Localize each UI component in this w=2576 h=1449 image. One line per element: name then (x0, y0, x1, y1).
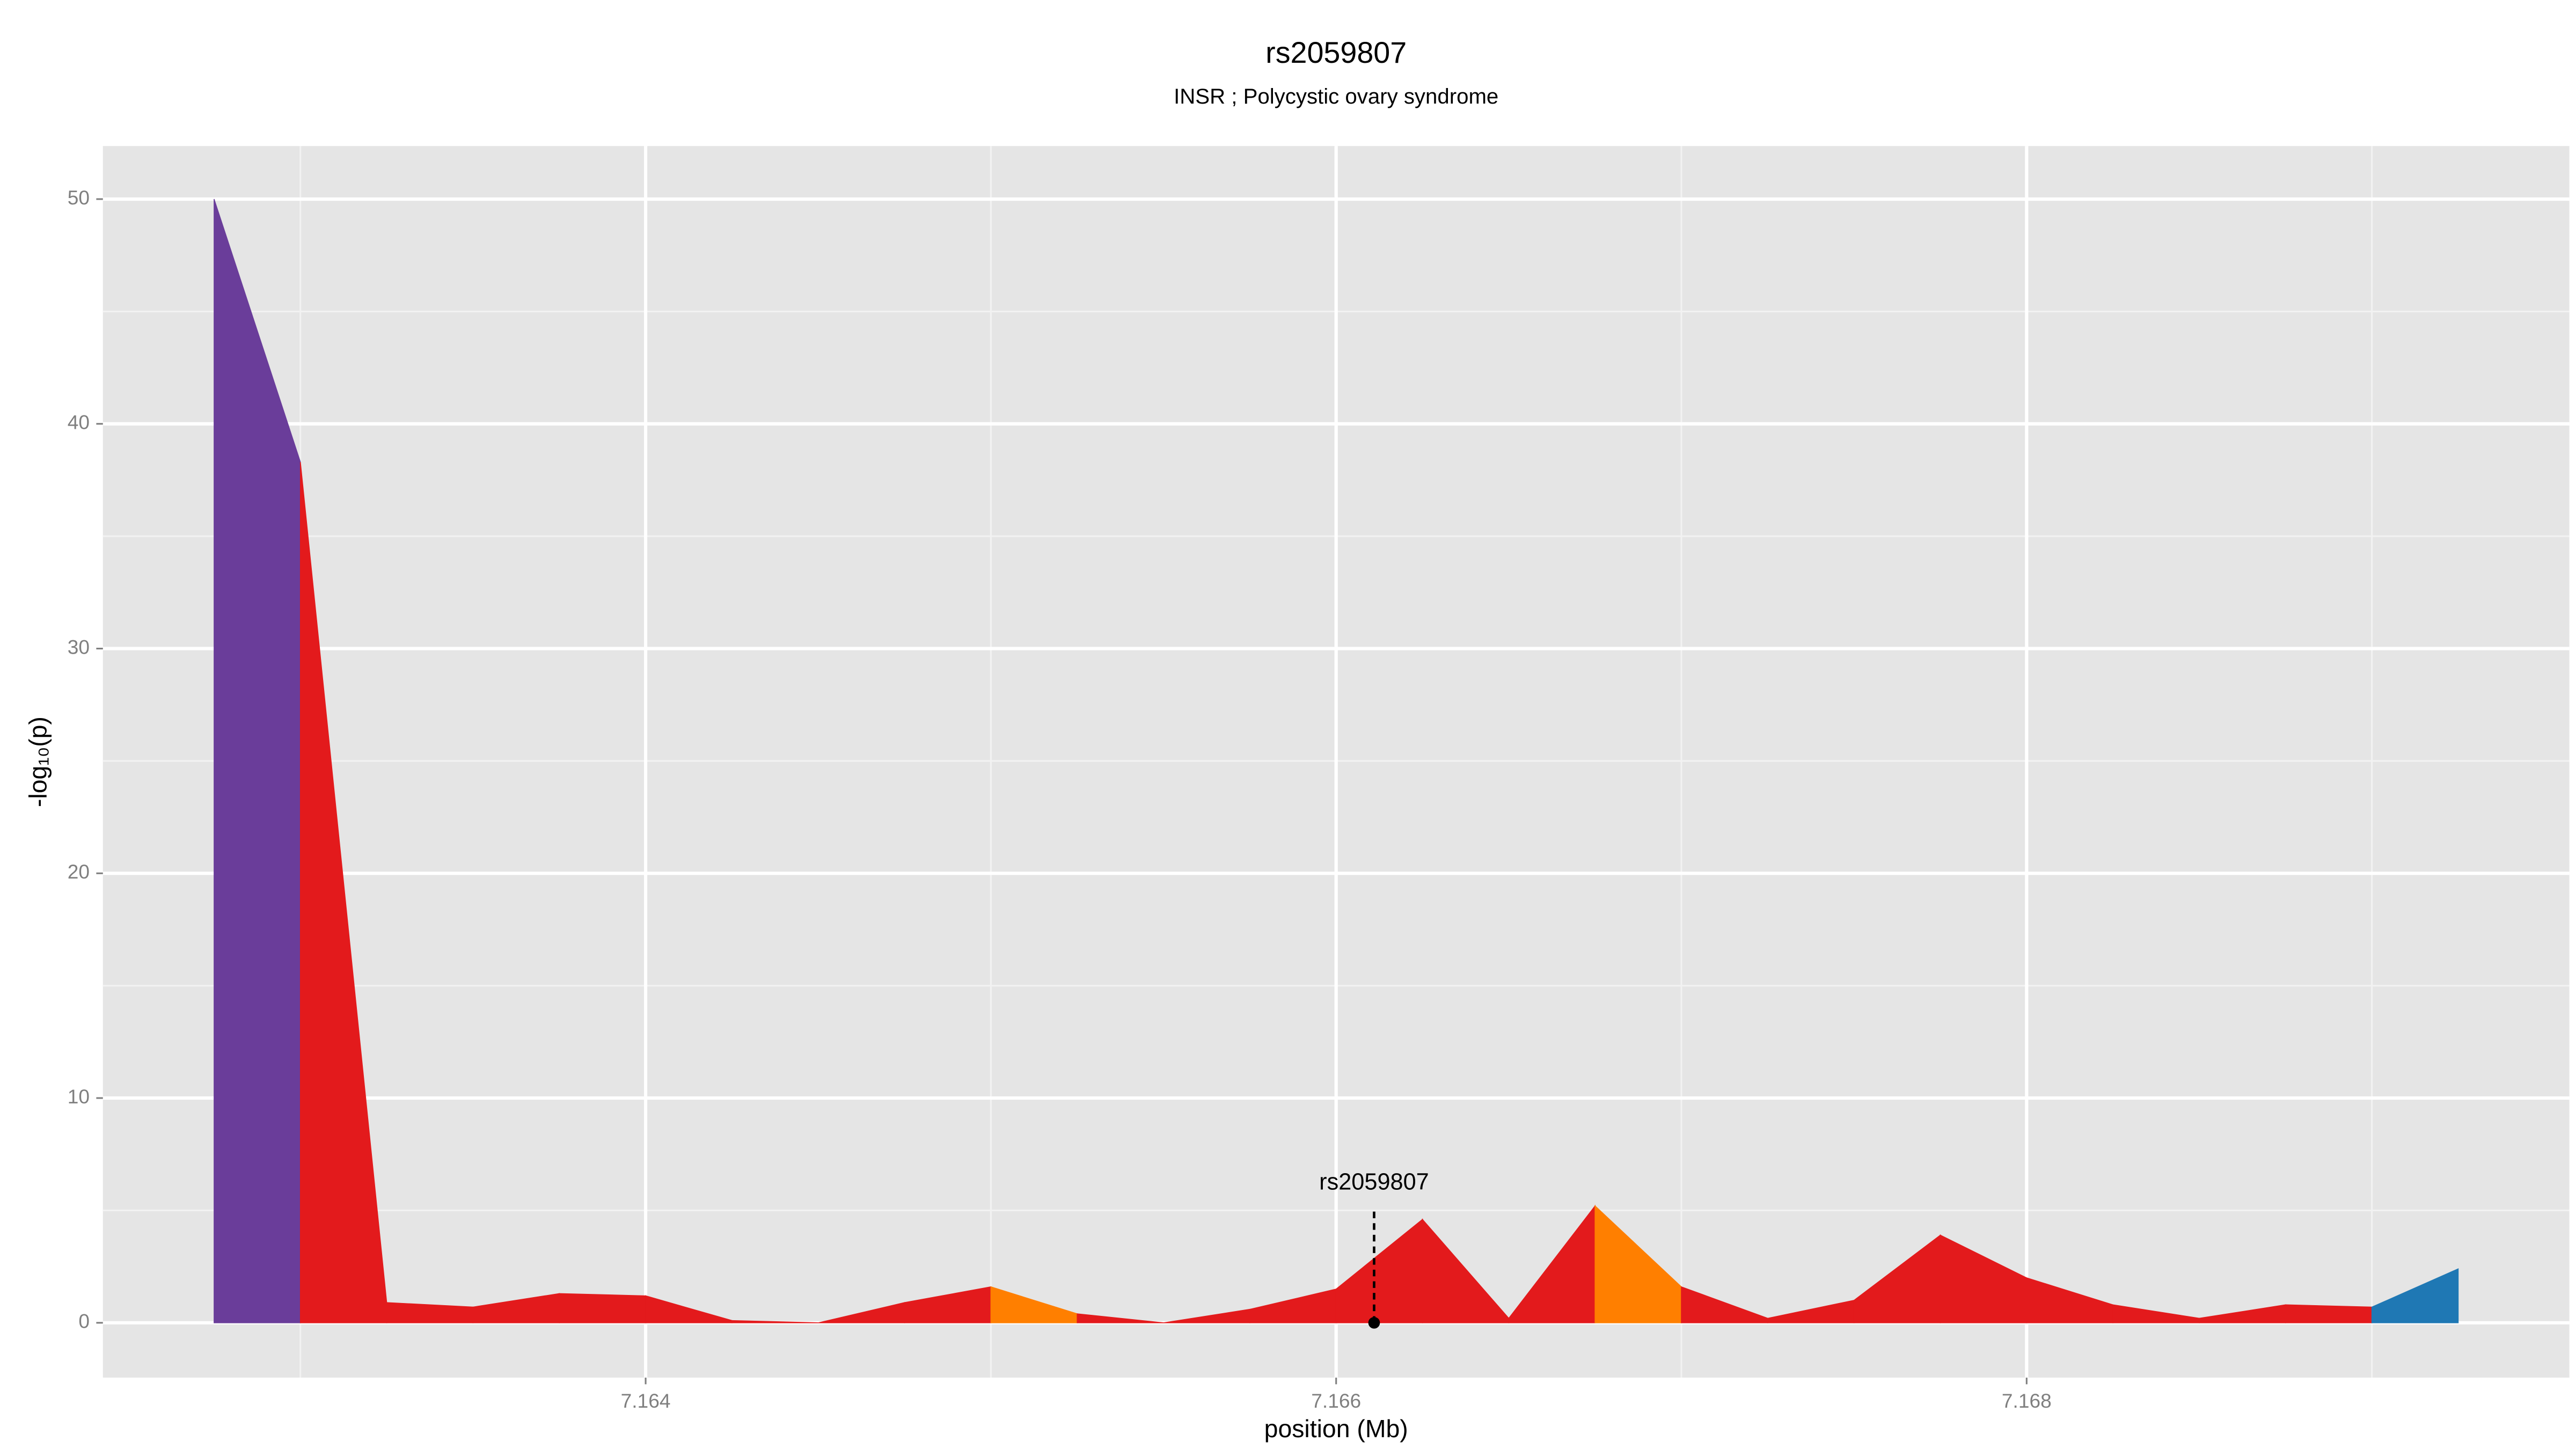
area-segment (2371, 1268, 2459, 1323)
area-segment (2285, 1304, 2373, 1323)
area-segment (559, 1293, 646, 1323)
area-segment (731, 1320, 818, 1323)
y-tick-label: 30 (68, 635, 90, 658)
chart-subtitle: INSR ; Polycystic ovary syndrome (1174, 84, 1498, 108)
annotation-point (1368, 1317, 1380, 1329)
x-tick-label: 7.164 (621, 1389, 671, 1412)
x-tick-label: 7.168 (2002, 1389, 2052, 1412)
x-tick-label: 7.166 (1311, 1389, 1361, 1412)
x-axis-label: position (Mb) (1264, 1415, 1408, 1443)
chart-title: rs2059807 (1265, 36, 1407, 69)
y-tick-label: 20 (68, 860, 90, 883)
y-axis-label: -log₁₀(p) (24, 716, 52, 807)
area-segment (1077, 1313, 1164, 1323)
y-tick-label: 0 (78, 1310, 90, 1333)
annotation-label: rs2059807 (1319, 1169, 1429, 1195)
y-tick-label: 50 (68, 186, 90, 209)
y-tick-label: 40 (68, 411, 90, 434)
y-tick-label: 10 (68, 1085, 90, 1108)
